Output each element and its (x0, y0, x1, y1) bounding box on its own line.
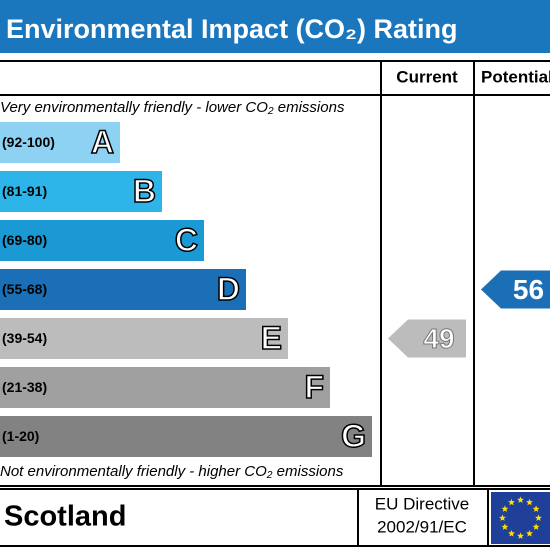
eu-star (501, 523, 509, 530)
eu-star (508, 498, 515, 506)
band-range: (55-68) (2, 281, 47, 297)
table-frame (0, 60, 550, 487)
eu-star (517, 532, 524, 539)
band-bar (0, 416, 372, 457)
band-bar (0, 122, 120, 163)
eu-star (526, 530, 533, 537)
directive-line: EU Directive (375, 494, 469, 513)
potential-arrow (481, 270, 550, 309)
footer-frame (0, 488, 550, 547)
band-bar (0, 171, 162, 212)
bottom-note: Not environmentally friendly - higher CO… (0, 463, 344, 480)
band-letter: F (304, 369, 324, 405)
band-range: (81-91) (2, 183, 47, 199)
band-bar (0, 220, 204, 261)
band-range: (92-100) (2, 134, 55, 150)
band-letter: A (91, 124, 114, 160)
eu-star (535, 514, 542, 521)
band-letter: G (341, 418, 366, 454)
eu-star (508, 530, 515, 537)
title: Environmental Impact (CO₂) Rating (6, 14, 458, 44)
eu-star (532, 505, 540, 512)
current-arrow (388, 319, 466, 358)
eu-star (526, 498, 533, 506)
eu-star (532, 523, 540, 530)
top-note: Very environmentally friendly - lower CO… (0, 99, 345, 116)
band-letter: D (217, 271, 240, 307)
band-range: (21-38) (2, 379, 47, 395)
country: Scotland (4, 501, 126, 533)
potential-header: Potential (481, 67, 550, 86)
band-bar (0, 367, 330, 408)
band-range: (69-80) (2, 232, 47, 248)
band-bar (0, 318, 288, 359)
band-letter: C (175, 222, 198, 258)
band-letter: E (261, 320, 282, 356)
eu-star (499, 514, 506, 521)
eu-star (517, 496, 524, 503)
eu-stars (499, 496, 542, 539)
current-value: 49 (423, 323, 454, 354)
band-range: (1-20) (2, 428, 39, 444)
potential-value: 56 (513, 274, 544, 305)
band-range: (39-54) (2, 330, 47, 346)
directive-line: 2002/91/EC (377, 517, 467, 536)
bands: (92-100) A (81-91) B (69-80) C (55-68) D (39-54)… (0, 122, 372, 457)
eu-star (501, 505, 509, 512)
current-header: Current (396, 67, 458, 86)
band-letter: B (133, 173, 156, 209)
band-bar (0, 269, 246, 310)
title-bar (0, 0, 550, 53)
